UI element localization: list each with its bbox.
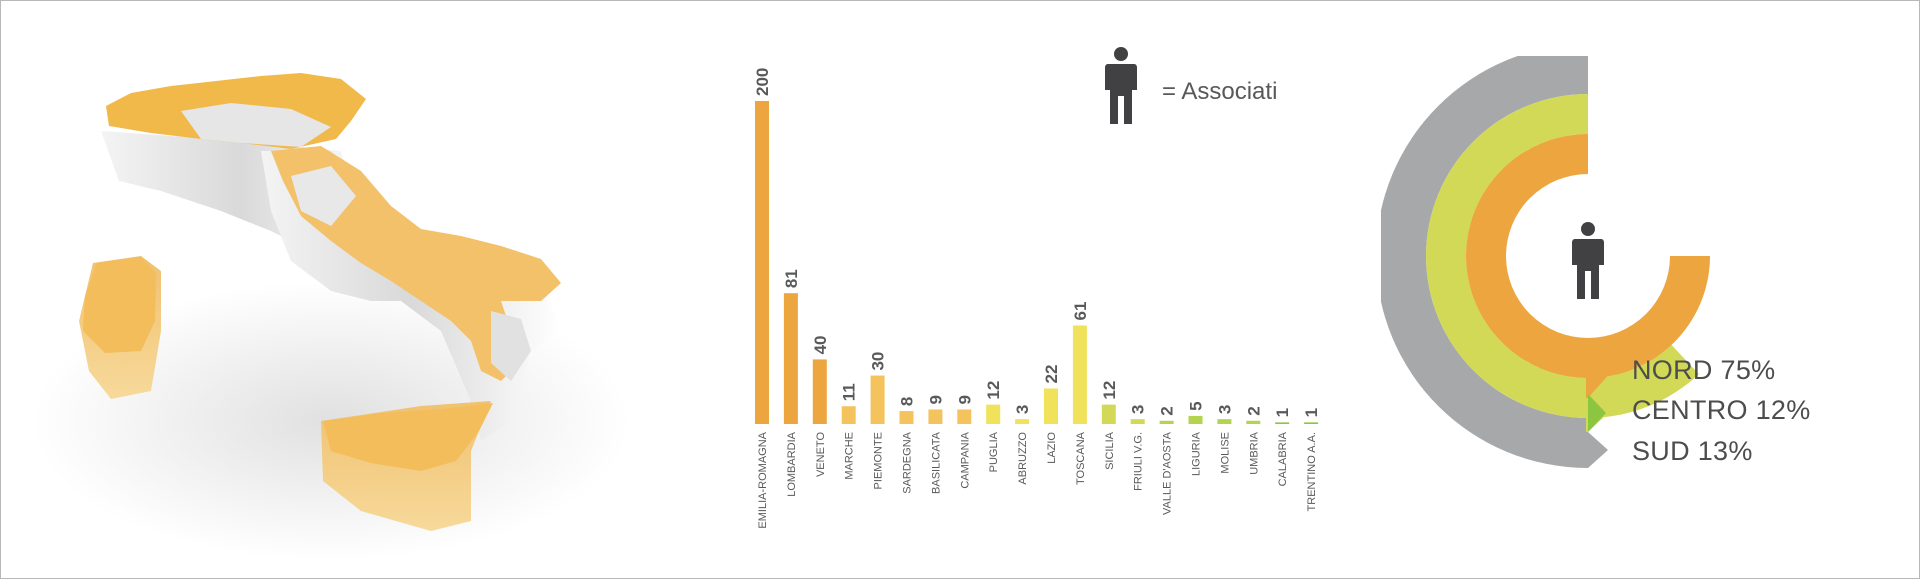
category-label: FRIULI V.G.: [1133, 432, 1145, 491]
ring-centro: [1426, 94, 1699, 418]
bar-chart: 200EMILIA-ROMAGNA81LOMBARDIA40VENETO11MA…: [753, 68, 1321, 529]
pointer-nord: [1586, 353, 1608, 398]
label-nord: NORD 75%: [1632, 355, 1776, 385]
person-icon: [1105, 47, 1137, 124]
category-label: UMBRIA: [1248, 431, 1260, 474]
category-label: MARCHE: [844, 432, 856, 480]
category-label: PIEMONTE: [873, 432, 885, 489]
label-centro: CENTRO 12%: [1632, 395, 1811, 425]
ring-sud: [1381, 56, 1588, 468]
bar-value-label: 5: [1187, 401, 1206, 410]
legend-label: = Associati: [1162, 78, 1278, 105]
bar-umbria: [1246, 420, 1261, 424]
category-label: MOLISE: [1219, 432, 1231, 474]
category-label: SARDEGNA: [902, 431, 914, 493]
bar-value-label: 11: [840, 383, 859, 401]
bar-value-label: 3: [1129, 405, 1148, 414]
bar-value-label: 81: [782, 269, 801, 288]
ring-nord: [1466, 134, 1710, 378]
bar-trentino-a-a-: [1304, 422, 1319, 424]
pointer-sud: [1586, 432, 1608, 468]
bar-value-label: 1: [1273, 408, 1292, 417]
bar-value-label: 2: [1158, 406, 1177, 415]
bar-value-label: 1: [1302, 408, 1321, 417]
bar-lazio: [1044, 388, 1058, 424]
bar-value-label: 3: [1013, 405, 1032, 414]
category-label: CALABRIA: [1277, 431, 1289, 486]
bar-molise: [1217, 419, 1232, 424]
region-donut-chart: [1381, 56, 1710, 468]
bar-valle-d-aosta: [1159, 420, 1174, 424]
bar-value-label: 30: [869, 352, 888, 371]
legend: = Associati: [1104, 46, 1364, 126]
category-label: PUGLIA: [988, 431, 1000, 472]
bar-puglia: [986, 404, 1001, 424]
category-label: ABRUZZO: [1017, 432, 1029, 485]
bar-marche: [841, 406, 856, 424]
bar-campania: [957, 409, 972, 424]
person-icon: [1572, 222, 1604, 299]
bar-basilicata: [928, 409, 943, 424]
bar-veneto: [812, 359, 827, 424]
label-sud: SUD 13%: [1632, 436, 1753, 466]
bar-value-label: 22: [1042, 365, 1061, 384]
bar-liguria: [1188, 415, 1203, 424]
italy-map-illustration: [31, 73, 631, 561]
category-label: TOSCANA: [1075, 431, 1087, 485]
category-label: LAZIO: [1046, 432, 1058, 464]
category-label: SICILIA: [1104, 431, 1116, 470]
category-label: LOMBARDIA: [786, 431, 798, 496]
bar-toscana: [1072, 325, 1087, 424]
bar-value-label: 200: [753, 68, 772, 96]
bar-abruzzo: [1015, 419, 1030, 424]
bar-calabria: [1275, 422, 1290, 424]
category-label: EMILIA-ROMAGNA: [757, 431, 769, 528]
bar-value-label: 3: [1215, 405, 1234, 414]
bar-value-label: 8: [898, 397, 917, 406]
category-label: CAMPANIA: [959, 431, 971, 488]
category-label: BASILICATA: [930, 431, 942, 494]
bar-value-label: 9: [926, 395, 945, 404]
bar-value-label: 2: [1244, 406, 1263, 415]
category-label: VALLE D'AOSTA: [1162, 431, 1174, 515]
bar-value-label: 12: [1100, 381, 1119, 400]
category-label: VENETO: [815, 432, 827, 477]
bar-sardegna: [899, 411, 914, 424]
bar-piemonte: [870, 375, 885, 424]
bar-value-label: 61: [1071, 302, 1090, 321]
bar-emilia-romagna: [755, 101, 769, 424]
category-label: TRENTINO A.A.: [1306, 432, 1318, 511]
bar-value-label: 9: [955, 395, 974, 404]
bar-value-label: 40: [811, 335, 830, 354]
pointer-centro-accent: [1588, 394, 1606, 432]
bar-friuli-v-g-: [1130, 419, 1145, 424]
category-label: LIGURIA: [1191, 431, 1203, 476]
bar-lombardia: [783, 293, 798, 424]
bar-value-label: 12: [984, 381, 1003, 400]
bar-sicilia: [1101, 404, 1116, 424]
